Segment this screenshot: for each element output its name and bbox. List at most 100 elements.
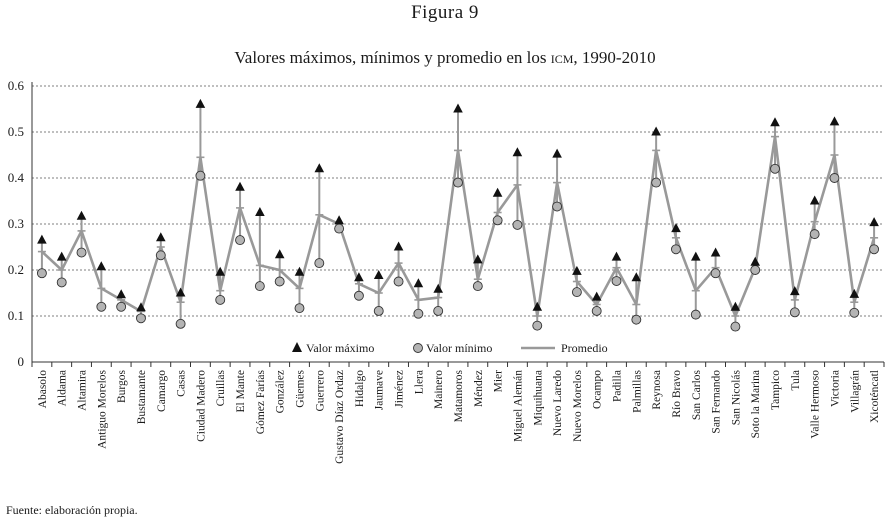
x-category-label-41: Villagrán (849, 370, 861, 413)
max-point-11 (255, 207, 265, 216)
x-category-label-19: Llera (413, 370, 425, 394)
x-category-label-21: Matamoros (453, 369, 465, 422)
x-category-label-34: San Fernando (711, 370, 723, 434)
min-point-11 (254, 281, 265, 292)
max-point-13 (294, 266, 305, 276)
max-point-12 (274, 249, 285, 259)
chart-title: Valores máximos, mínimos y promedio en l… (0, 48, 890, 68)
max-point-0 (37, 234, 47, 244)
x-category-label-6: Camargo (156, 370, 168, 412)
max-point-23 (492, 187, 503, 197)
min-point-14 (314, 258, 325, 269)
x-category-label-14: Guerrero (314, 370, 326, 412)
min-point-34 (710, 268, 721, 279)
x-category-label-8: Ciudad Madero (195, 370, 207, 442)
legend-max-label: Valor máximo (306, 341, 374, 355)
max-point-38 (790, 286, 800, 296)
max-point-20 (433, 283, 443, 293)
legend-promedio-label: Promedio (561, 341, 608, 355)
max-point-27 (572, 265, 582, 275)
min-point-7 (175, 318, 186, 329)
min-point-22 (472, 281, 483, 292)
min-point-6 (155, 250, 166, 261)
max-point-5 (136, 302, 146, 312)
max-point-14 (314, 163, 325, 173)
max-point-4 (116, 289, 126, 299)
x-category-label-25: Miquihuana (532, 370, 544, 426)
min-point-29 (611, 276, 622, 286)
max-point-6 (156, 232, 166, 242)
axes (31, 82, 885, 367)
x-category-label-17: Jaumave (374, 370, 386, 410)
max-point-40 (829, 116, 840, 126)
min-point-36 (750, 265, 761, 275)
max-point-29 (611, 251, 622, 261)
x-category-label-38: Tula (790, 370, 802, 391)
max-point-16 (354, 272, 364, 282)
min-point-19 (413, 308, 424, 319)
max-point-21 (453, 103, 463, 113)
x-category-label-24: Miguel Alemán (512, 370, 524, 442)
min-point-26 (552, 201, 563, 212)
y-tick-label-2: 0.2 (8, 262, 24, 277)
x-category-label-26: Nuevo Laredo (552, 370, 564, 436)
x-category-label-10: El Mante (235, 370, 247, 412)
chart-title-part-3: , 1990-2010 (573, 48, 656, 67)
min-point-39 (809, 229, 820, 240)
max-point-35 (730, 301, 741, 311)
min-point-21 (453, 177, 463, 188)
max-point-32 (671, 223, 681, 233)
source-note: Fuente: elaboración propia. (6, 503, 138, 517)
x-category-label-0: Abasolo (37, 370, 49, 409)
x-category-label-40: Victoria (829, 370, 841, 407)
min-point-31 (651, 177, 662, 188)
max-point-17 (373, 270, 384, 279)
x-category-label-27: Nuevo Morelos (572, 369, 584, 441)
x-category-label-29: Padilla (612, 370, 624, 402)
min-point-41 (849, 307, 860, 318)
max-point-2 (76, 210, 87, 220)
min-point-13 (294, 303, 305, 314)
min-point-40 (829, 173, 840, 183)
chart-title-acronym: icm (550, 48, 574, 67)
max-point-41 (849, 288, 860, 298)
min-point-42 (869, 244, 880, 255)
max-point-31 (651, 126, 661, 136)
min-point-25 (532, 320, 543, 331)
y-tick-label-0: 0 (18, 354, 25, 369)
min-point-38 (789, 307, 800, 318)
legend-max-marker (292, 342, 302, 352)
max-point-33 (691, 251, 701, 261)
max-point-30 (631, 272, 642, 282)
max-point-28 (591, 291, 602, 301)
x-category-label-5: Bustamante (136, 370, 148, 424)
legend: Valor máximo Valor mínimo Promedio (292, 341, 608, 355)
min-point-8 (195, 170, 206, 181)
x-category-label-35: San Nicolás (730, 369, 742, 425)
y-tick-label-1: 0.1 (8, 308, 24, 323)
figure-label: Figura 9 (411, 2, 479, 23)
x-category-label-37: Tampico (770, 370, 782, 410)
x-category-label-3: Antiguo Morelos (96, 369, 108, 448)
x-category-label-1: Aldama (57, 370, 69, 406)
max-point-9 (215, 266, 225, 276)
min-point-33 (690, 309, 701, 320)
max-point-7 (175, 287, 186, 297)
min-point-28 (591, 305, 602, 316)
x-category-label-36: Soto la Marina (750, 370, 762, 438)
min-point-16 (353, 290, 364, 301)
x-category-label-32: Río Bravo (671, 370, 683, 418)
min-point-15 (334, 223, 345, 234)
x-category-label-22: Méndez (473, 370, 485, 407)
min-point-12 (274, 276, 285, 287)
min-point-2 (76, 247, 87, 258)
x-category-label-13: Güemes (294, 369, 306, 407)
min-point-20 (433, 305, 444, 316)
min-point-27 (571, 287, 582, 298)
max-point-19 (413, 278, 424, 288)
x-category-label-11: Gómez Farías (255, 369, 267, 434)
max-point-26 (552, 148, 562, 158)
min-point-5 (136, 313, 146, 324)
x-category-label-18: Jiménez (394, 370, 406, 408)
